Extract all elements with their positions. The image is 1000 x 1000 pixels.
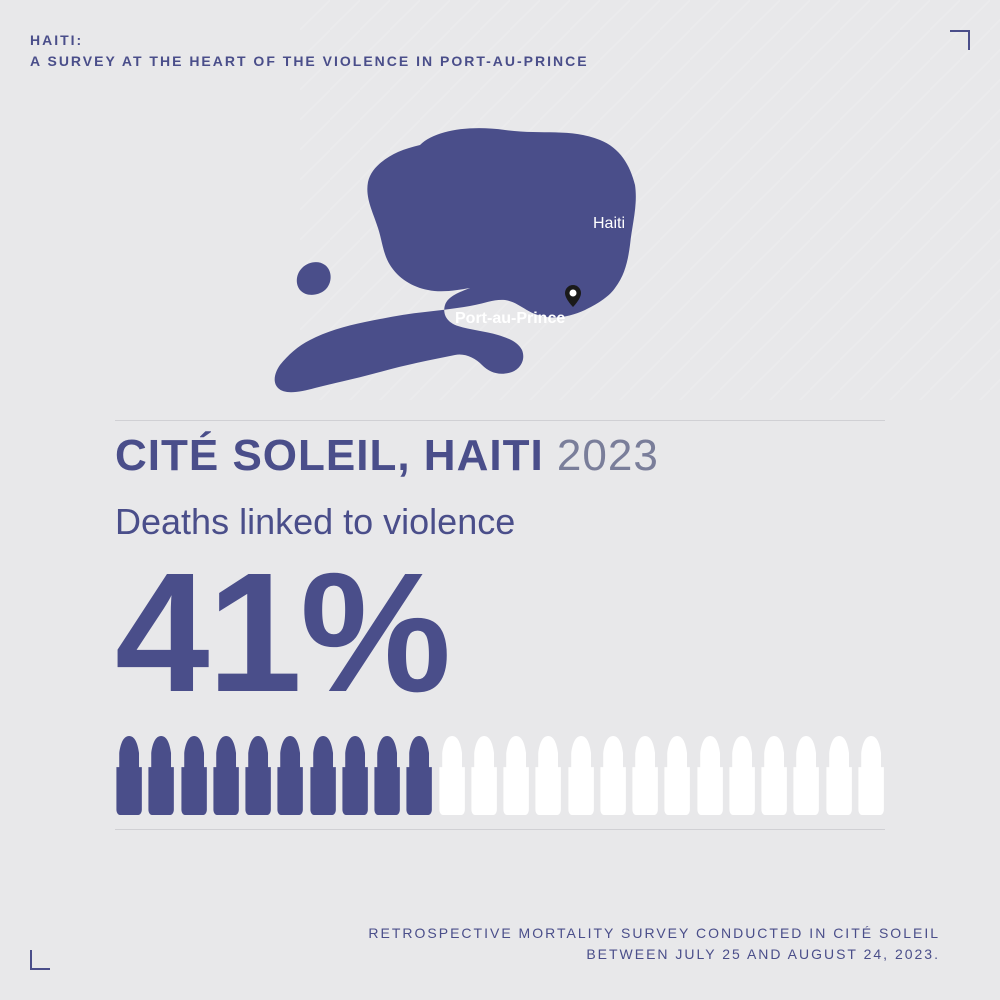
bullet-icon-empty bbox=[663, 736, 691, 815]
bullet-icon-filled bbox=[341, 736, 369, 815]
map-country-label: Haiti bbox=[593, 215, 625, 233]
bullet-icon-empty bbox=[728, 736, 756, 815]
bullet-icon-filled bbox=[405, 736, 433, 815]
year-text: 2023 bbox=[557, 431, 659, 480]
haiti-map: Haiti Port-au-Prince bbox=[270, 110, 730, 400]
subtitle-text: Deaths linked to violence bbox=[115, 501, 885, 543]
bullet-icon-empty bbox=[857, 736, 885, 815]
footer-block: RETROSPECTIVE MORTALITY SURVEY CONDUCTED… bbox=[368, 923, 940, 965]
bullet-icon-empty bbox=[760, 736, 788, 815]
main-content: CITÉ SOLEIL, HAITI 2023 Deaths linked to… bbox=[115, 420, 885, 830]
divider-bottom bbox=[115, 829, 885, 830]
footer-line-1: RETROSPECTIVE MORTALITY SURVEY CONDUCTED… bbox=[368, 923, 940, 944]
bullet-icon-filled bbox=[373, 736, 401, 815]
header-line-2: A SURVEY AT THE HEART OF THE VIOLENCE IN… bbox=[30, 51, 589, 72]
header-line-1: HAITI: bbox=[30, 30, 589, 51]
bullet-icon-empty bbox=[502, 736, 530, 815]
bullet-icon-filled bbox=[212, 736, 240, 815]
bullet-icon-filled bbox=[276, 736, 304, 815]
header-block: HAITI: A SURVEY AT THE HEART OF THE VIOL… bbox=[30, 30, 589, 72]
bullet-icon-filled bbox=[244, 736, 272, 815]
page-title: CITÉ SOLEIL, HAITI 2023 bbox=[115, 431, 885, 481]
bullet-icon-empty bbox=[696, 736, 724, 815]
location-pin-icon bbox=[565, 285, 581, 312]
bullet-icon-empty bbox=[631, 736, 659, 815]
pictogram-row bbox=[115, 736, 885, 815]
bullet-icon-filled bbox=[309, 736, 337, 815]
bullet-icon-empty bbox=[599, 736, 627, 815]
bullet-icon-empty bbox=[438, 736, 466, 815]
location-text: CITÉ SOLEIL, HAITI bbox=[115, 431, 544, 480]
map-city-label: Port-au-Prince bbox=[455, 310, 565, 328]
bullet-icon-filled bbox=[147, 736, 175, 815]
bullet-icon-filled bbox=[180, 736, 208, 815]
bullet-icon-empty bbox=[792, 736, 820, 815]
stat-value: 41% bbox=[115, 548, 885, 718]
bullet-icon-empty bbox=[825, 736, 853, 815]
bullet-icon-filled bbox=[115, 736, 143, 815]
corner-marker-bottom-left bbox=[30, 950, 50, 970]
corner-marker-top-right bbox=[950, 30, 970, 50]
bullet-icon-empty bbox=[470, 736, 498, 815]
divider-top bbox=[115, 420, 885, 421]
haiti-silhouette bbox=[270, 110, 730, 400]
bullet-icon-empty bbox=[534, 736, 562, 815]
bullet-icon-empty bbox=[567, 736, 595, 815]
footer-line-2: BETWEEN JULY 25 AND AUGUST 24, 2023. bbox=[368, 944, 940, 965]
